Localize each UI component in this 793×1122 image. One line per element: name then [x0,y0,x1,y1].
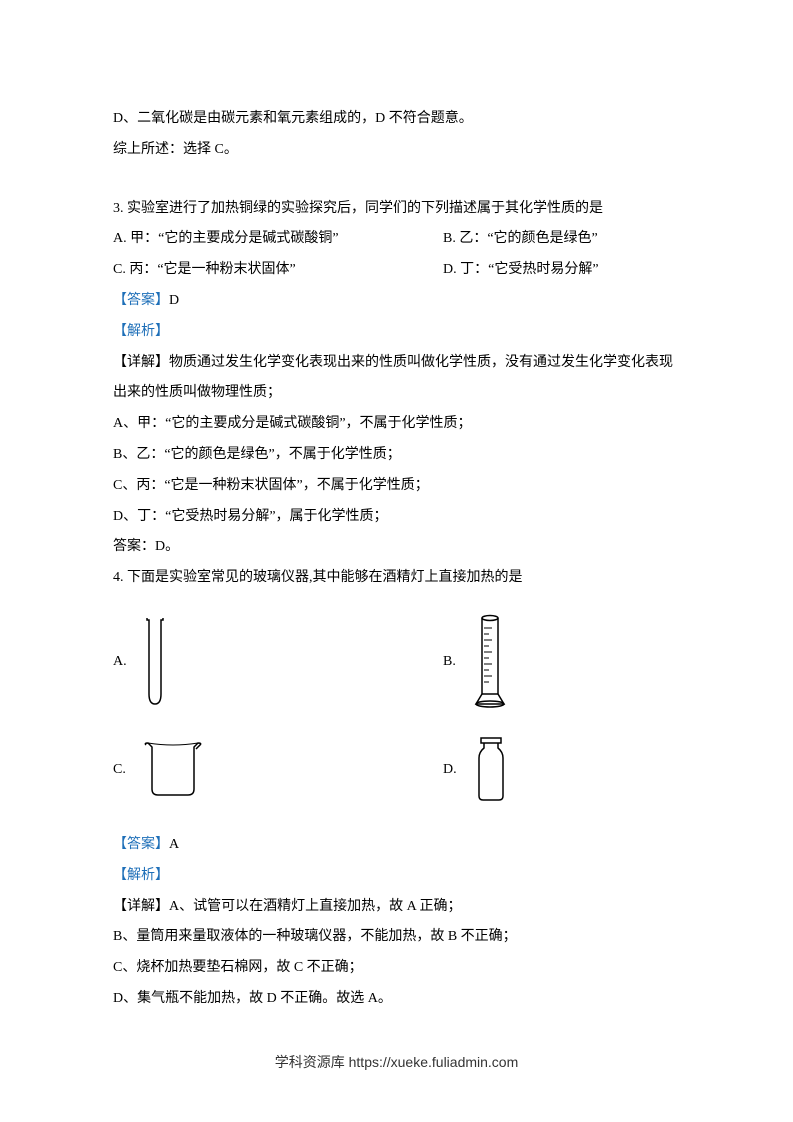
q4-option-a-letter: A. [113,654,127,670]
q3-option-b: B. 乙：“它的颜色是绿色” [443,224,680,255]
q3-option-a: A. 甲：“它的主要成分是碱式碳酸铜” [113,224,443,255]
q3-analysis-label: 【解析】 [113,324,169,339]
q4-line-b: B、量筒用来量取液体的一种玻璃仪器，不能加热，故 B 不正确； [113,922,680,953]
q3-answer-label: 【答案】 [113,293,169,308]
q3-answer-value: D [169,293,179,308]
q4-option-b-letter: B. [443,654,456,670]
q4-line-c: C、烧杯加热要垫石棉网，故 C 不正确； [113,953,680,984]
q4-stem: 4. 下面是实验室常见的玻璃仪器,其中能够在酒精灯上直接加热的是 [113,563,680,594]
q4-analysis-label: 【解析】 [113,868,169,883]
q4-line-a: 【详解】A、试管可以在酒精灯上直接加热，故 A 正确； [113,892,680,923]
q3-detail-2: 出来的性质叫做物理性质； [113,378,680,409]
q3-line-c: C、丙：“它是一种粉末状固体”，不属于化学性质； [113,471,680,502]
q3-line-a: A、甲：“它的主要成分是碱式碳酸铜”，不属于化学性质； [113,409,680,440]
q3-stem: 3. 实验室进行了加热铜绿的实验探究后，同学们的下列描述属于其化学性质的是 [113,194,680,225]
page-footer: 学科资源库 https://xueke.fuliadmin.com [0,1052,793,1072]
q4-answer-label: 【答案】 [113,837,169,852]
q3-line-d: D、丁：“它受热时易分解”，属于化学性质； [113,502,680,533]
q2-option-d: D、二氧化碳是由碳元素和氧元素组成的，D 不符合题意。 [113,104,680,135]
q3-detail-1: 【详解】物质通过发生化学变化表现出来的性质叫做化学性质，没有通过发生化学变化表现 [113,348,680,379]
q3-option-d: D. 丁：“它受热时易分解” [443,255,680,286]
q3-final: 答案：D。 [113,532,680,563]
q3-option-c: C. 丙：“它是一种粉末状固体” [113,255,443,286]
q4-answer-value: A [169,837,179,852]
beaker-icon [140,739,206,801]
test-tube-icon [141,616,169,708]
q4-line-d: D、集气瓶不能加热，故 D 不正确。故选 A。 [113,984,680,1015]
q4-option-c-letter: C. [113,762,126,778]
q4-option-d-letter: D. [443,762,457,778]
q2-summary: 综上所述：选择 C。 [113,135,680,166]
q3-line-b: B、乙：“它的颜色是绿色”，不属于化学性质； [113,440,680,471]
graduated-cylinder-icon [470,614,510,710]
gas-bottle-icon [471,734,511,806]
